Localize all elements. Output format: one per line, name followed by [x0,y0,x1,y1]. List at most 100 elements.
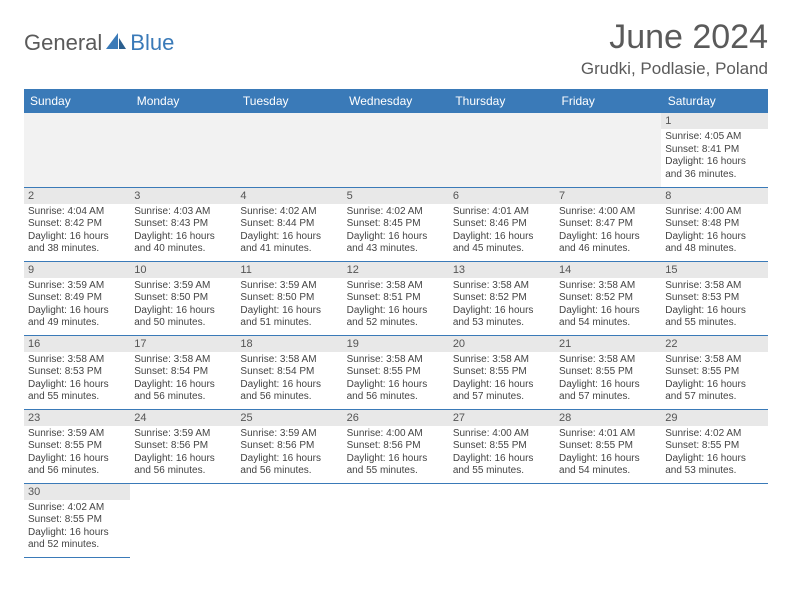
daylight-line: Daylight: 16 hours and 55 minutes. [28,379,126,404]
sunrise-line: Sunrise: 4:03 AM [134,206,232,219]
calendar-cell: 9Sunrise: 3:59 AMSunset: 8:49 PMDaylight… [24,261,130,335]
sunset-line: Sunset: 8:50 PM [240,292,338,305]
sunset-line: Sunset: 8:48 PM [665,218,763,231]
day-details: Sunrise: 3:59 AMSunset: 8:50 PMDaylight:… [236,278,342,332]
day-number: 22 [661,336,767,352]
sunset-line: Sunset: 8:51 PM [347,292,445,305]
sunrise-line: Sunrise: 3:59 AM [240,280,338,293]
calendar-cell: 17Sunrise: 3:58 AMSunset: 8:54 PMDayligh… [130,335,236,409]
calendar-cell: 21Sunrise: 3:58 AMSunset: 8:55 PMDayligh… [555,335,661,409]
weekday-header: Saturday [661,89,767,113]
sunset-line: Sunset: 8:50 PM [134,292,232,305]
weekday-header: Wednesday [343,89,449,113]
daylight-line: Daylight: 16 hours and 38 minutes. [28,231,126,256]
day-number: 3 [130,188,236,204]
sunrise-line: Sunrise: 4:02 AM [665,428,763,441]
calendar-cell: 24Sunrise: 3:59 AMSunset: 8:56 PMDayligh… [130,409,236,483]
sunset-line: Sunset: 8:55 PM [665,366,763,379]
sunrise-line: Sunrise: 3:58 AM [347,280,445,293]
day-number: 21 [555,336,661,352]
day-details: Sunrise: 3:58 AMSunset: 8:52 PMDaylight:… [449,278,555,332]
daylight-line: Daylight: 16 hours and 51 minutes. [240,305,338,330]
day-details: Sunrise: 3:58 AMSunset: 8:55 PMDaylight:… [343,352,449,406]
day-details: Sunrise: 4:00 AMSunset: 8:55 PMDaylight:… [449,426,555,480]
sunrise-line: Sunrise: 3:59 AM [28,280,126,293]
sunrise-line: Sunrise: 4:00 AM [453,428,551,441]
day-number: 14 [555,262,661,278]
day-number: 27 [449,410,555,426]
daylight-line: Daylight: 16 hours and 56 minutes. [347,379,445,404]
calendar-cell: 4Sunrise: 4:02 AMSunset: 8:44 PMDaylight… [236,187,342,261]
calendar-cell [343,483,449,557]
daylight-line: Daylight: 16 hours and 54 minutes. [559,453,657,478]
sunrise-line: Sunrise: 3:59 AM [134,428,232,441]
calendar-cell [343,113,449,187]
day-details: Sunrise: 3:59 AMSunset: 8:56 PMDaylight:… [236,426,342,480]
sunset-line: Sunset: 8:55 PM [453,366,551,379]
calendar-cell: 26Sunrise: 4:00 AMSunset: 8:56 PMDayligh… [343,409,449,483]
sunset-line: Sunset: 8:55 PM [347,366,445,379]
sunset-line: Sunset: 8:55 PM [559,366,657,379]
sunset-line: Sunset: 8:49 PM [28,292,126,305]
day-number: 20 [449,336,555,352]
calendar-cell: 23Sunrise: 3:59 AMSunset: 8:55 PMDayligh… [24,409,130,483]
calendar-row: 9Sunrise: 3:59 AMSunset: 8:49 PMDaylight… [24,261,768,335]
calendar-cell [449,483,555,557]
calendar-cell: 12Sunrise: 3:58 AMSunset: 8:51 PMDayligh… [343,261,449,335]
day-details: Sunrise: 4:05 AMSunset: 8:41 PMDaylight:… [661,129,767,183]
day-number: 4 [236,188,342,204]
day-details: Sunrise: 4:00 AMSunset: 8:48 PMDaylight:… [661,204,767,258]
calendar-cell: 1Sunrise: 4:05 AMSunset: 8:41 PMDaylight… [661,113,767,187]
calendar-cell: 27Sunrise: 4:00 AMSunset: 8:55 PMDayligh… [449,409,555,483]
sunrise-line: Sunrise: 3:58 AM [28,354,126,367]
day-details: Sunrise: 4:04 AMSunset: 8:42 PMDaylight:… [24,204,130,258]
sunrise-line: Sunrise: 4:04 AM [28,206,126,219]
calendar-row: 2Sunrise: 4:04 AMSunset: 8:42 PMDaylight… [24,187,768,261]
daylight-line: Daylight: 16 hours and 53 minutes. [453,305,551,330]
day-number: 30 [24,484,130,500]
sunset-line: Sunset: 8:52 PM [453,292,551,305]
weekday-header: Monday [130,89,236,113]
sunrise-line: Sunrise: 4:02 AM [240,206,338,219]
calendar-cell: 2Sunrise: 4:04 AMSunset: 8:42 PMDaylight… [24,187,130,261]
day-number: 18 [236,336,342,352]
day-details: Sunrise: 3:58 AMSunset: 8:55 PMDaylight:… [449,352,555,406]
sunrise-line: Sunrise: 3:58 AM [453,280,551,293]
sunset-line: Sunset: 8:44 PM [240,218,338,231]
sunset-line: Sunset: 8:53 PM [28,366,126,379]
day-number: 16 [24,336,130,352]
sunrise-line: Sunrise: 3:58 AM [559,280,657,293]
day-details: Sunrise: 3:59 AMSunset: 8:49 PMDaylight:… [24,278,130,332]
day-details: Sunrise: 4:02 AMSunset: 8:44 PMDaylight:… [236,204,342,258]
sunset-line: Sunset: 8:56 PM [240,440,338,453]
day-number: 10 [130,262,236,278]
calendar-cell: 6Sunrise: 4:01 AMSunset: 8:46 PMDaylight… [449,187,555,261]
sunrise-line: Sunrise: 4:02 AM [347,206,445,219]
day-details: Sunrise: 3:58 AMSunset: 8:54 PMDaylight:… [130,352,236,406]
daylight-line: Daylight: 16 hours and 52 minutes. [347,305,445,330]
daylight-line: Daylight: 16 hours and 36 minutes. [665,156,763,181]
day-number: 24 [130,410,236,426]
daylight-line: Daylight: 16 hours and 56 minutes. [240,453,338,478]
calendar-cell: 20Sunrise: 3:58 AMSunset: 8:55 PMDayligh… [449,335,555,409]
weekday-header: Thursday [449,89,555,113]
calendar-row: 16Sunrise: 3:58 AMSunset: 8:53 PMDayligh… [24,335,768,409]
calendar-cell: 28Sunrise: 4:01 AMSunset: 8:55 PMDayligh… [555,409,661,483]
weekday-header-row: SundayMondayTuesdayWednesdayThursdayFrid… [24,89,768,113]
calendar-cell: 3Sunrise: 4:03 AMSunset: 8:43 PMDaylight… [130,187,236,261]
calendar-cell [555,483,661,557]
day-details: Sunrise: 4:01 AMSunset: 8:46 PMDaylight:… [449,204,555,258]
day-number: 25 [236,410,342,426]
sunset-line: Sunset: 8:52 PM [559,292,657,305]
sunrise-line: Sunrise: 4:00 AM [559,206,657,219]
day-number: 7 [555,188,661,204]
weekday-header: Friday [555,89,661,113]
day-details: Sunrise: 3:58 AMSunset: 8:54 PMDaylight:… [236,352,342,406]
sunset-line: Sunset: 8:54 PM [134,366,232,379]
sunrise-line: Sunrise: 3:58 AM [240,354,338,367]
day-number: 17 [130,336,236,352]
calendar-cell: 11Sunrise: 3:59 AMSunset: 8:50 PMDayligh… [236,261,342,335]
calendar-cell: 22Sunrise: 3:58 AMSunset: 8:55 PMDayligh… [661,335,767,409]
daylight-line: Daylight: 16 hours and 46 minutes. [559,231,657,256]
sunset-line: Sunset: 8:47 PM [559,218,657,231]
